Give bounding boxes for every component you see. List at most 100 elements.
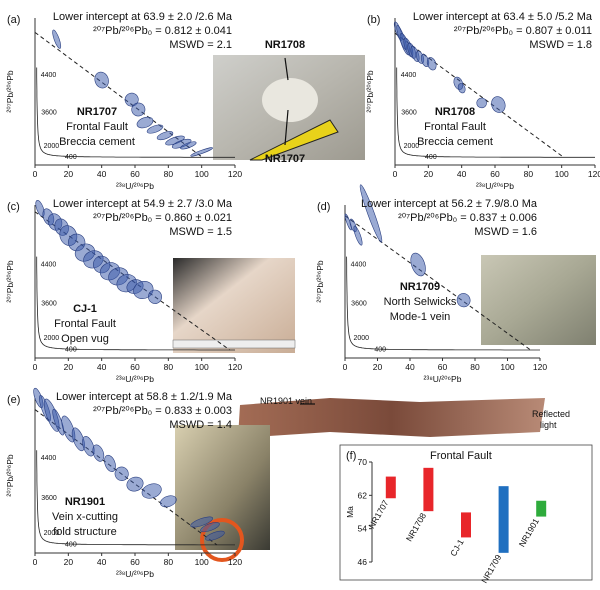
concordia	[36, 67, 236, 158]
data-ellipse	[491, 96, 506, 113]
x-tick-label: 60	[130, 362, 140, 372]
data-ellipse	[190, 147, 213, 157]
x-tick-label: 80	[524, 169, 534, 179]
x-tick-label: 80	[164, 557, 174, 567]
x-tick-label: 20	[373, 362, 383, 372]
x-tick-label: 80	[164, 169, 174, 179]
intercept-text: MSWD = 2.1	[169, 39, 232, 51]
concordia-age: 400	[65, 542, 77, 549]
x-tick-label: 100	[195, 169, 209, 179]
data-ellipse	[410, 252, 426, 277]
data-ellipse	[476, 97, 487, 109]
intercept-text: Lower intercept at 56.2 ± 7.9/8.0 Ma	[361, 198, 538, 210]
data-ellipse	[146, 124, 164, 134]
x-tick-label: 80	[164, 362, 174, 372]
x-tick-label: 0	[33, 169, 38, 179]
concordia-age: 4400	[41, 455, 57, 462]
x-tick-label: 40	[405, 362, 415, 372]
x-tick-label: 60	[130, 169, 140, 179]
x-tick-label: 0	[33, 362, 38, 372]
x-axis-label: ²³⁸U/²⁰⁶Pb	[424, 374, 462, 384]
x-tick-label: 100	[500, 362, 514, 372]
photo-label: Reflected	[532, 409, 570, 419]
panel-label: (e)	[7, 394, 20, 406]
data-ellipse	[359, 184, 383, 243]
intercept-text: Lower intercept at 63.4 ± 5.0 /5.2 Ma	[413, 11, 593, 23]
data-ellipse	[94, 71, 109, 89]
sample-text: Frontal Fault	[54, 318, 116, 330]
range-bar	[423, 467, 434, 512]
range-bar	[385, 476, 396, 499]
regression-line	[344, 215, 531, 351]
sample-text: NR1709	[400, 281, 440, 293]
arrow	[284, 109, 289, 146]
y-axis-label: ²⁰⁷Pb/²⁰⁶Pb	[5, 454, 15, 496]
data-ellipse	[52, 29, 62, 49]
sample-text: fold structure	[53, 526, 117, 538]
x-tick-label: 60	[438, 362, 448, 372]
concordia-age: 2000	[44, 335, 60, 342]
data-ellipse	[131, 102, 146, 117]
data-ellipse	[114, 466, 129, 481]
x-tick-label: NR1901	[517, 516, 541, 548]
concordia-age: 3600	[41, 301, 57, 308]
concordia-age: 400	[65, 347, 77, 354]
sample-text: Mode-1 vein	[390, 311, 451, 323]
sample-text: Breccia cement	[417, 136, 493, 148]
sample-text: Breccia cement	[59, 136, 135, 148]
range-bar	[461, 512, 471, 538]
concordia-age: 3600	[41, 495, 57, 502]
panel-label: (d)	[317, 201, 330, 213]
x-axis-label: ²³⁸U/²⁰⁶Pb	[116, 569, 154, 579]
intercept-text: Lower intercept at 63.9 ± 2.0 /2.6 Ma	[53, 11, 233, 23]
x-tick-label: 120	[228, 169, 242, 179]
x-tick-label: 20	[64, 362, 74, 372]
sample-text: NR1901	[65, 496, 105, 508]
photo	[481, 255, 596, 345]
sample-text: Frontal Fault	[424, 121, 486, 133]
data-ellipse	[141, 483, 162, 499]
data-ellipse	[92, 444, 105, 462]
x-tick-label: 40	[97, 557, 107, 567]
concordia-age: 3600	[41, 110, 57, 117]
data-ellipse	[205, 530, 225, 541]
panel-label: (b)	[367, 14, 380, 26]
intercept-text: MSWD = 1.5	[169, 226, 232, 238]
x-tick-label: 40	[97, 169, 107, 179]
data-ellipse	[180, 141, 197, 150]
sample-text: North Selwicks	[384, 296, 457, 308]
data-ellipse	[104, 454, 116, 473]
x-tick-label: 0	[33, 557, 38, 567]
concordia-age: 2000	[353, 335, 369, 342]
intercept-text: MSWD = 1.8	[529, 39, 592, 51]
concordia-age: 2000	[44, 530, 60, 537]
y-tick-label: 70	[358, 457, 368, 467]
sample-text: NR1708	[435, 106, 475, 118]
intercept-text: Lower intercept at 54.9 ± 2.7 /3.0 Ma	[53, 198, 233, 210]
x-tick-label: 120	[228, 362, 242, 372]
range-bar	[536, 500, 547, 517]
photo-label: NR1707	[265, 153, 305, 165]
x-tick-label: 40	[97, 362, 107, 372]
concordia-age: 3600	[351, 301, 367, 308]
y-axis-label: Ma	[345, 506, 355, 518]
data-ellipse	[82, 436, 95, 457]
y-tick-label: 54	[358, 524, 368, 534]
intercept-text: ²⁰⁷Pb/²⁰⁶Pb₀ = 0.812 ± 0.041	[93, 25, 232, 37]
photo-label: light	[540, 420, 557, 430]
x-tick-label: 20	[424, 169, 434, 179]
concordia-age: 2000	[44, 143, 60, 150]
x-tick-label: NR1708	[404, 511, 428, 543]
x-tick-label: NR1707	[366, 498, 390, 530]
data-ellipse	[136, 116, 154, 129]
concordia-age: 3600	[401, 110, 417, 117]
concordia-age: 400	[425, 154, 437, 161]
data-ellipse	[426, 57, 437, 71]
photo-detail	[262, 78, 318, 122]
data-ellipse	[190, 516, 213, 528]
concordia-age: 4400	[41, 261, 57, 268]
x-tick-label: 40	[457, 169, 467, 179]
intercept-text: Lower intercept at 58.8 ± 1.2/1.9 Ma	[56, 391, 233, 403]
x-tick-label: 120	[533, 362, 547, 372]
